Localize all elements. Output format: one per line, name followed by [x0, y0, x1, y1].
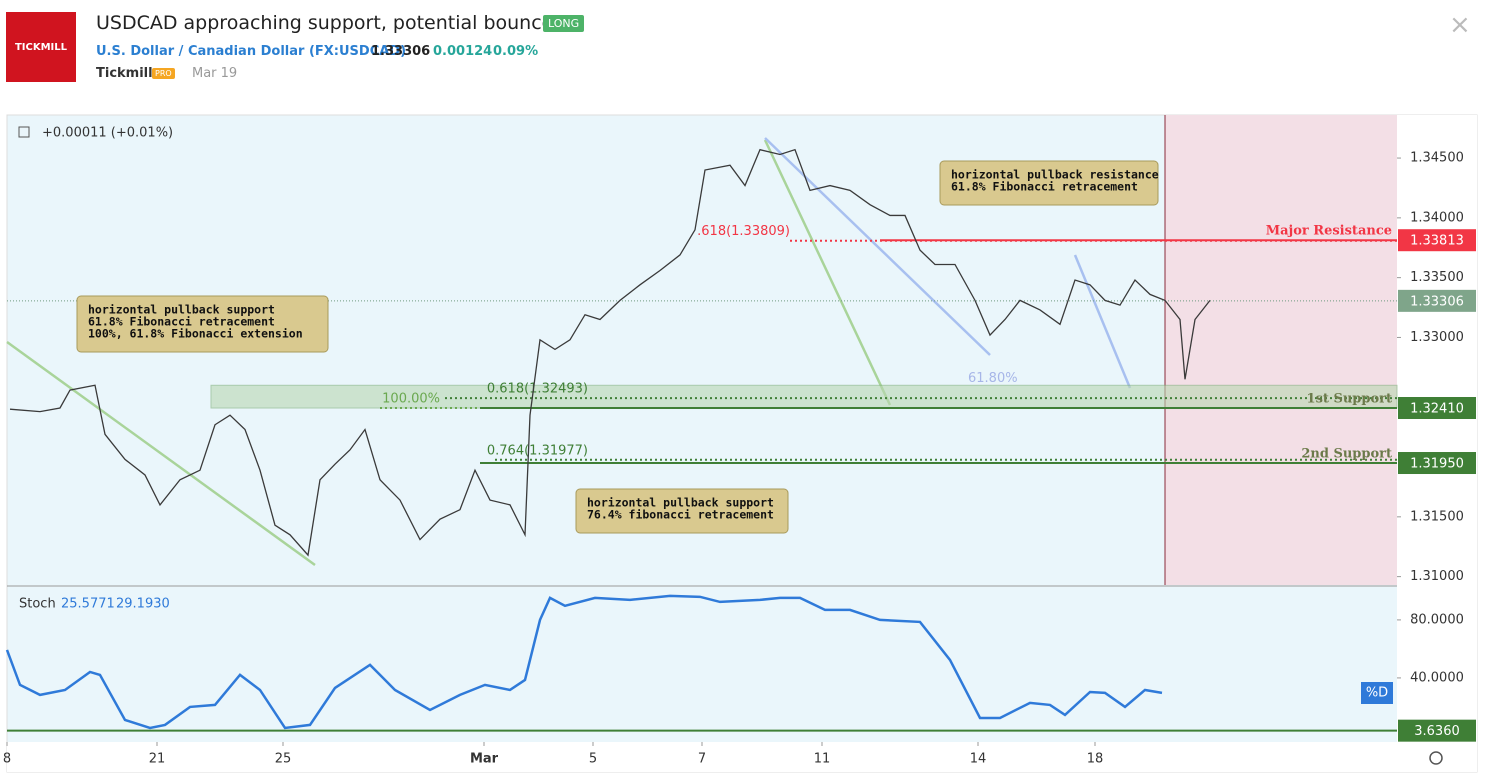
y-tick-label: 1.31000	[1410, 569, 1464, 584]
series-tag: %D	[1366, 686, 1388, 701]
callout-text: 100%, 61.8% Fibonacci extension	[88, 327, 303, 341]
logo: TICKMILL	[6, 12, 76, 82]
x-tick-label: 7	[698, 752, 706, 767]
y-tick-label: 1.33000	[1410, 330, 1464, 345]
symbol[interactable]: U.S. Dollar / Canadian Dollar (FX:USDCAD…	[96, 44, 407, 59]
callout-text: 61.8% Fibonacci retracement	[951, 180, 1138, 194]
close-button[interactable]: ×	[1449, 10, 1471, 40]
price-tag-label: 1.33306	[1410, 294, 1464, 309]
x-tick-label: Mar	[470, 752, 499, 767]
price-tag	[1398, 289, 1476, 312]
fib-label: 61.80%	[968, 371, 1018, 386]
trend-arrow	[1073, 254, 1132, 389]
callout	[575, 488, 789, 534]
price-tag-label: 3.6360	[1414, 724, 1460, 739]
legend-text: +0.00011 (+0.01%)	[42, 126, 173, 141]
y-tick-label: 40.0000	[1410, 670, 1464, 685]
callout-text: horizontal pullback support	[587, 496, 774, 510]
trend-arrow	[763, 139, 892, 406]
y-tick-label: 1.31500	[1410, 509, 1464, 524]
x-tick-label: 21	[149, 752, 166, 767]
price: 1.33306	[371, 44, 431, 59]
price-tag	[1398, 229, 1476, 252]
settings-icon[interactable]	[1429, 751, 1443, 765]
trend-arrow	[764, 137, 991, 356]
idea-title: USDCAD approaching support, potential bo…	[96, 12, 561, 34]
collapse-icon	[18, 126, 30, 138]
price-tag	[1398, 719, 1476, 742]
date: Mar 19	[192, 66, 238, 81]
y-tick-label: 1.34000	[1410, 210, 1464, 225]
price-tag-label: 1.33813	[1410, 234, 1464, 249]
fib-label: .618(1.33809)	[697, 224, 790, 239]
fib-label: 100.00%	[382, 392, 440, 407]
callout	[939, 160, 1159, 206]
level-name: 1st Support	[1307, 392, 1392, 407]
y-tick-label: 1.33500	[1410, 270, 1464, 285]
time-axis	[7, 742, 1397, 772]
callout	[76, 295, 329, 353]
series-tag-box	[1361, 682, 1393, 704]
price-tag-label: 1.32410	[1410, 402, 1464, 417]
highlight-region	[1165, 115, 1397, 585]
series-line	[5, 594, 1163, 730]
x-tick-label: 8	[3, 752, 11, 767]
x-tick-label: 11	[814, 752, 831, 767]
author-badge: PRO	[152, 68, 175, 79]
callout-text: horizontal pullback support	[88, 303, 275, 317]
callout-text: horizontal pullback resistance	[951, 168, 1159, 182]
author[interactable]: Tickmill	[96, 66, 153, 81]
fib-label: 0.764(1.31977)	[487, 443, 588, 458]
callout-text: 76.4% fibonacci retracement	[587, 508, 774, 522]
series-line	[9, 148, 1211, 557]
price-tag-label: 1.31950	[1410, 457, 1464, 472]
level-name: Major Resistance	[1266, 224, 1392, 239]
legend-value: 29.1930	[116, 597, 170, 612]
trend-arrow	[6, 340, 316, 567]
y-tick-label: 1.34500	[1410, 151, 1464, 166]
change: 0.00124	[433, 44, 493, 59]
level-name: 2nd Support	[1301, 447, 1392, 462]
legend-value: 25.5771	[61, 597, 115, 612]
price-axis	[1397, 115, 1477, 772]
price-tag	[1398, 397, 1476, 420]
change-pct: 0.09%	[493, 44, 539, 59]
badge: LONG	[543, 15, 585, 32]
price-tag	[1398, 452, 1476, 475]
y-tick-label: 80.0000	[1410, 612, 1464, 627]
fib-label: 0.618(1.32493)	[487, 382, 588, 397]
x-tick-label: 14	[970, 752, 987, 767]
x-tick-label: 18	[1087, 752, 1104, 767]
x-tick-label: 5	[589, 752, 597, 767]
callout-text: 61.8% Fibonacci retracement	[88, 315, 275, 329]
x-tick-label: 25	[275, 752, 292, 767]
legend-name: Stoch	[19, 597, 56, 612]
